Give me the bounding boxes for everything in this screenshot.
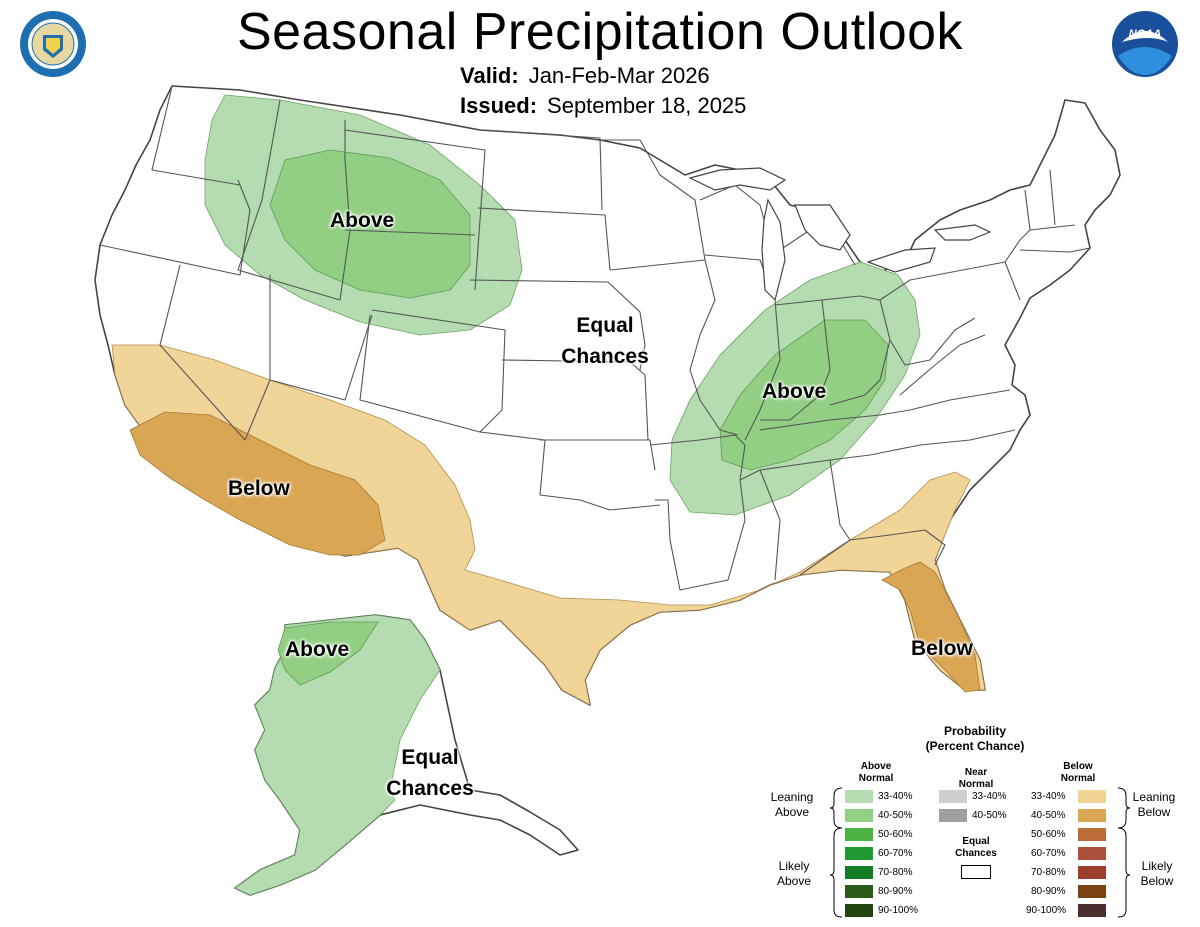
legend-leaning-above-1: Leaning (770, 790, 814, 804)
label-equal-chances-central: Equal Chances (560, 310, 650, 372)
valid-value: Jan-Feb-Mar 2026 (528, 63, 710, 88)
legend-above-head-1: Above (860, 761, 892, 772)
swatch-above-50-60 (845, 828, 873, 841)
swatch-below-50-60 (1078, 828, 1106, 841)
swatch-above-33-40 (845, 790, 873, 803)
noaa-logo (1112, 11, 1178, 77)
above-likely-alaska-west (277, 621, 379, 686)
issued-line: Issued: September 18, 2025 (460, 92, 746, 120)
swatch-label: 70-80% (878, 867, 913, 878)
label-below-southwest: Below (228, 477, 290, 500)
swatch-label: 80-90% (878, 886, 913, 897)
legend-likely-below-1: Likely (1141, 859, 1173, 873)
below-likely-florida (881, 561, 981, 693)
swatch-label: 50-60% (1031, 829, 1066, 840)
swatch-label: 60-70% (878, 848, 913, 859)
legend-below-head-1: Below (1063, 761, 1093, 772)
probability-shading (111, 94, 986, 896)
swatch-above-90-100 (845, 904, 873, 917)
swatch-below-80-90 (1078, 885, 1106, 898)
above-likely-northwest (269, 149, 471, 299)
legend-likely-below-2: Below (1140, 874, 1174, 888)
swatch-label: 80-90% (1031, 886, 1066, 897)
valid-line: Valid: Jan-Feb-Mar 2026 (460, 62, 710, 90)
probability-legend: Probability (Percent Chance) Above Norma… (760, 720, 1200, 927)
above-leaning-alaska (234, 614, 441, 896)
swatch-below-40-50 (1078, 809, 1106, 822)
label-above-northwest: Above (330, 209, 395, 232)
swatch-above-60-70 (845, 847, 873, 860)
swatch-below-70-80 (1078, 866, 1106, 879)
legend-near-head-2: Normal (958, 779, 994, 790)
swatch-label: 40-50% (1031, 810, 1066, 821)
legend-equal-1: Equal (962, 836, 990, 847)
legend-leaning-above: Leaning Above (764, 790, 820, 820)
swatch-near-40-50 (939, 809, 967, 822)
legend-near-head-1: Near (964, 767, 988, 778)
legend-below-head-2: Normal (1060, 773, 1096, 784)
swatch-label: 60-70% (1031, 848, 1066, 859)
swatch-label: 33-40% (972, 791, 1007, 802)
swatch-above-40-50 (845, 809, 873, 822)
page-title: Seasonal Precipitation Outlook (236, 3, 964, 61)
legend-leaning-above-2: Above (774, 805, 810, 819)
label-chances: Chances (386, 777, 474, 800)
label-above-alaska: Above (285, 638, 350, 661)
label-above-ohio-valley: Above (762, 380, 827, 403)
swatch-above-80-90 (845, 885, 873, 898)
swatch-label: 33-40% (878, 791, 913, 802)
legend-title: Probability (943, 724, 1006, 738)
issued-label: Issued: (460, 93, 538, 118)
swatch-near-33-40 (939, 790, 967, 803)
label-equal: Equal (576, 314, 634, 337)
below-likely-southwest (129, 411, 386, 556)
below-leaning-southwest (111, 344, 986, 706)
commerce-seal (20, 11, 86, 77)
swatch-label: 70-80% (1031, 867, 1066, 878)
noaa-logo-text: NOAA (1128, 28, 1162, 40)
valid-label: Valid: (460, 63, 519, 88)
label-equal: Equal (401, 746, 459, 769)
legend-below-header: Below Normal (1043, 761, 1113, 785)
swatch-label: 40-50% (878, 810, 913, 821)
swatch-label: 90-100% (878, 905, 919, 916)
label-equal-chances-alaska: Equal Chances (375, 742, 485, 804)
swatch-below-60-70 (1078, 847, 1106, 860)
issued-value: September 18, 2025 (547, 93, 747, 118)
legend-leaning-below-2: Below (1137, 805, 1171, 819)
legend-above-header: Above Normal (841, 761, 911, 785)
legend-braces (829, 787, 1131, 918)
above-likely-ohio-valley (719, 319, 889, 471)
swatch-below-90-100 (1078, 904, 1106, 917)
legend-equal-2: Chances (955, 848, 997, 859)
swatch-label: 33-40% (1031, 791, 1066, 802)
swatch-equal-chances (961, 865, 991, 879)
label-chances: Chances (561, 345, 649, 368)
legend-equal-chances: Equal Chances (941, 836, 1011, 860)
swatch-above-70-80 (845, 866, 873, 879)
great-lakes (688, 167, 992, 302)
legend-likely-below: Likely Below (1129, 859, 1185, 889)
legend-leaning-below: Leaning Below (1126, 790, 1182, 820)
legend-near-header: Near Normal (941, 767, 1011, 791)
swatch-label: 50-60% (878, 829, 913, 840)
label-below-florida: Below (911, 637, 973, 660)
legend-above-head-2: Normal (858, 773, 894, 784)
legend-likely-above: Likely Above (766, 859, 822, 889)
legend-leaning-below-1: Leaning (1132, 790, 1176, 804)
legend-likely-above-2: Above (776, 874, 812, 888)
state-boundaries (99, 85, 1091, 591)
swatch-label: 40-50% (972, 810, 1007, 821)
legend-subtitle: (Percent Chance) (925, 739, 1025, 753)
swatch-label: 90-100% (1026, 905, 1067, 916)
swatch-below-33-40 (1078, 790, 1106, 803)
legend-likely-above-1: Likely (778, 859, 810, 873)
